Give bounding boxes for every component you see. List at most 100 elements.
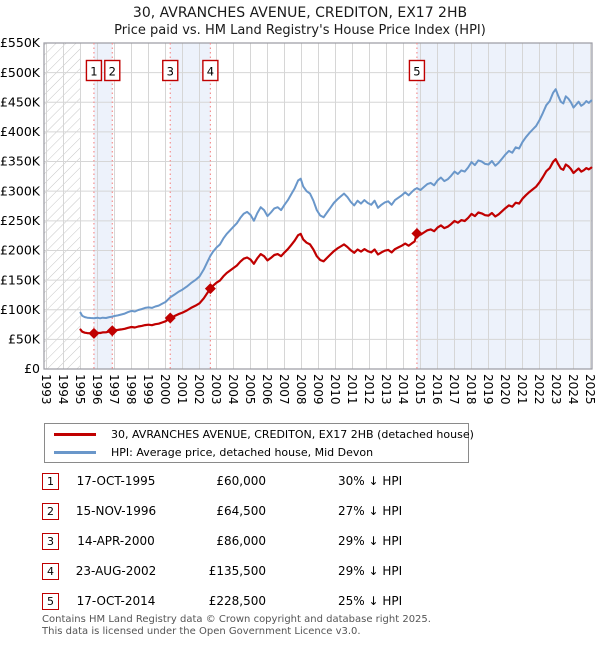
- x-tick-label: 2011: [345, 374, 359, 405]
- x-tick-label: 2016: [430, 374, 444, 405]
- sale-price: £135,500: [208, 564, 266, 578]
- sale-price: £86,000: [216, 534, 266, 548]
- x-tick-label: 2019: [481, 374, 495, 405]
- sale-price: £228,500: [208, 594, 266, 608]
- x-tick-label: 2023: [549, 374, 563, 405]
- hpi-line: [79, 88, 593, 320]
- x-tick-label: 1995: [73, 374, 87, 405]
- sale-number-badge: 2: [42, 502, 59, 520]
- shaded-band: [170, 43, 211, 369]
- sale-diamond-marker: [164, 312, 176, 324]
- x-tick-label: 2020: [498, 374, 512, 405]
- sale-hpi-delta: 29% ↓ HPI: [338, 564, 403, 578]
- sale-price: £60,000: [216, 474, 266, 488]
- license-footer: Contains HM Land Registry data © Crown c…: [42, 614, 431, 637]
- x-tick-label: 2005: [243, 374, 257, 405]
- x-tick-label: 2000: [158, 374, 172, 405]
- shaded-band: [93, 43, 113, 369]
- no-data-hatch-region: [44, 43, 81, 369]
- sale-hpi-delta: 29% ↓ HPI: [338, 534, 403, 548]
- legend-label-property: 30, AVRANCHES AVENUE, CREDITON, EX17 2HB…: [111, 427, 474, 441]
- x-tick-label: 2013: [379, 374, 393, 405]
- sale-flag-box: [408, 59, 426, 82]
- x-tick-label: 1996: [90, 374, 104, 405]
- x-tick-label: 1997: [107, 374, 121, 405]
- sale-number-badge: 1: [42, 472, 59, 490]
- legend-item-property: 30, AVRANCHES AVENUE, CREDITON, EX17 2HB…: [45, 427, 474, 442]
- x-tick-label: 2001: [175, 374, 189, 405]
- y-tick-label: £250K: [0, 213, 41, 228]
- legend-label-hpi: HPI: Average price, detached house, Mid …: [111, 445, 374, 459]
- property-line-swatch: [54, 432, 96, 436]
- sale-hpi-delta: 27% ↓ HPI: [338, 504, 403, 518]
- sale-date: 15-NOV-1996: [75, 504, 157, 518]
- y-tick-label: £400K: [0, 124, 41, 139]
- y-tick-label: £100K: [0, 302, 41, 317]
- sale-flag-box: [104, 59, 121, 82]
- x-tick-label: 2017: [447, 374, 461, 405]
- sale-price: £64,500: [216, 504, 266, 518]
- y-tick-label: £450K: [0, 94, 41, 109]
- sale-flag-box: [202, 59, 219, 82]
- sale-flag-number: 2: [109, 65, 116, 79]
- table-row: 4 23-AUG-2002 £135,500 29% ↓ HPI: [42, 562, 446, 580]
- y-tick-label: £550K: [0, 35, 41, 50]
- x-tick-label: 2018: [464, 374, 478, 405]
- x-tick-label: 2003: [209, 374, 223, 405]
- sale-date: 17-OCT-2014: [76, 594, 156, 608]
- y-tick-label: £50K: [8, 332, 41, 347]
- x-tick-label: 2024: [566, 374, 580, 405]
- plot-border: [43, 42, 593, 370]
- x-tick-label: 2006: [260, 374, 274, 405]
- x-tick-label: 2022: [532, 374, 546, 405]
- sale-diamond-marker: [204, 283, 216, 295]
- footer-line-1: Contains HM Land Registry data © Crown c…: [42, 614, 431, 625]
- x-tick-label: 2012: [362, 374, 376, 405]
- y-tick-label: £150K: [0, 272, 41, 287]
- grid-lines: [44, 42, 592, 370]
- table-row: 3 14-APR-2000 £86,000 29% ↓ HPI: [42, 532, 446, 550]
- sale-date: 17-OCT-1995: [76, 474, 156, 488]
- sale-diamond-marker: [411, 228, 423, 240]
- x-tick-label: 2014: [396, 374, 410, 405]
- sale-diamond-marker: [88, 327, 100, 339]
- x-tick-label: 1994: [56, 374, 70, 405]
- x-tick-label: 1993: [39, 374, 53, 405]
- x-tick-label: 2015: [413, 374, 427, 405]
- sales-table: 1 17-OCT-1995 £60,000 30% ↓ HPI 2 15-NOV…: [42, 472, 446, 622]
- x-tick-label: 2021: [515, 374, 529, 405]
- sale-number-badge: 4: [42, 562, 59, 580]
- sale-number-badge: 5: [42, 592, 59, 610]
- table-row: 2 15-NOV-1996 £64,500 27% ↓ HPI: [42, 502, 446, 520]
- sale-hpi-delta: 25% ↓ HPI: [338, 594, 403, 608]
- page-subtitle: Price paid vs. HM Land Registry's House …: [114, 23, 486, 38]
- sale-date: 23-AUG-2002: [75, 564, 157, 578]
- x-tick-label: 1998: [124, 374, 138, 405]
- y-tick-label: £300K: [0, 183, 41, 198]
- sale-flag-number: 5: [413, 65, 420, 79]
- sale-flag-number: 3: [167, 65, 174, 79]
- y-tick-label: £200K: [0, 243, 41, 258]
- legend-item-hpi: HPI: Average price, detached house, Mid …: [45, 445, 468, 460]
- shaded-band: [416, 43, 592, 369]
- property-price-line: [79, 158, 593, 335]
- sale-hpi-delta: 30% ↓ HPI: [338, 474, 403, 488]
- page-title: 30, AVRANCHES AVENUE, CREDITON, EX17 2HB: [132, 5, 468, 21]
- x-tick-label: 1999: [141, 374, 155, 405]
- x-tick-label: 2009: [311, 374, 325, 405]
- y-tick-label: £0: [24, 361, 40, 376]
- sale-flag-box: [85, 59, 103, 82]
- sale-date: 14-APR-2000: [77, 534, 155, 548]
- y-tick-label: £350K: [0, 154, 41, 169]
- sale-flag-box: [162, 59, 179, 82]
- x-tick-label: 2008: [294, 374, 308, 405]
- x-tick-label: 2007: [277, 374, 291, 405]
- x-tick-label: 2004: [226, 374, 240, 405]
- sale-flag-number: 4: [207, 65, 214, 79]
- hpi-line-swatch: [54, 450, 96, 454]
- x-tick-label: 2002: [192, 374, 206, 405]
- x-tick-label: 2010: [328, 374, 342, 405]
- sale-diamond-marker: [106, 325, 118, 337]
